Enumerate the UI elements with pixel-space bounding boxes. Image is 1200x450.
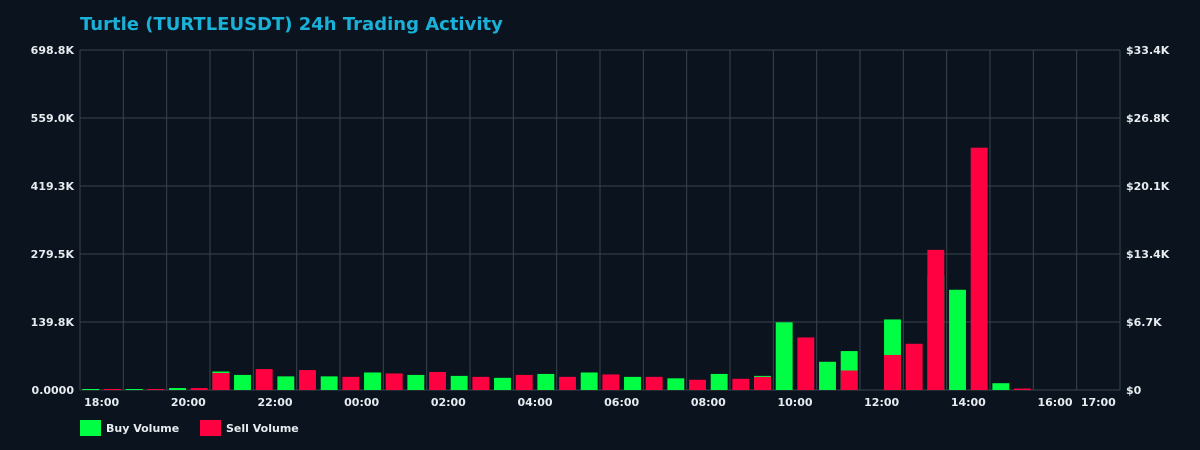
y-left-tick-label: 279.5K bbox=[31, 248, 75, 261]
legend-item-buy[interactable]: Buy Volume bbox=[80, 419, 179, 437]
buy-bar bbox=[580, 372, 598, 390]
sell-bar bbox=[905, 343, 923, 390]
buy-bar bbox=[320, 376, 338, 390]
sell-bar bbox=[927, 249, 945, 390]
sell-bar bbox=[147, 389, 165, 390]
bar-layer bbox=[82, 147, 1031, 390]
y-right-tick-label: $6.7K bbox=[1126, 316, 1162, 329]
x-tick-label: 10:00 bbox=[777, 396, 812, 409]
sell-bar bbox=[970, 147, 988, 390]
sell-bar bbox=[1014, 388, 1031, 390]
y-right-tick-label: $33.4K bbox=[1126, 44, 1170, 57]
sell-bar bbox=[255, 369, 273, 390]
buy-bar bbox=[710, 373, 728, 390]
sell-bar bbox=[342, 376, 360, 390]
y-right-tick-label: $20.1K bbox=[1126, 180, 1170, 193]
sell-bar bbox=[840, 370, 858, 390]
buy-bar bbox=[992, 383, 1010, 390]
y-left-tick-label: 419.3K bbox=[31, 180, 75, 193]
sell-bar bbox=[689, 379, 706, 390]
sell-bar bbox=[104, 389, 121, 390]
buy-bar bbox=[407, 374, 425, 390]
buy-bar bbox=[537, 373, 555, 390]
buy-bar bbox=[82, 389, 100, 390]
sell-bar bbox=[472, 376, 490, 390]
sell-bar bbox=[645, 376, 663, 390]
buy-bar bbox=[775, 322, 793, 390]
y-right-tick-label: $13.4K bbox=[1126, 248, 1170, 261]
buy-bar bbox=[364, 372, 381, 390]
x-tick-label: 08:00 bbox=[691, 396, 726, 409]
legend-swatch-buy bbox=[80, 420, 101, 436]
y-right-tick-label: $0 bbox=[1126, 384, 1142, 397]
x-tick-label: 14:00 bbox=[951, 396, 986, 409]
x-tick-label: 18:00 bbox=[84, 396, 119, 409]
x-tick-label: 20:00 bbox=[171, 396, 206, 409]
y-right-tick-label: $26.8K bbox=[1126, 112, 1170, 125]
buy-bar bbox=[494, 377, 511, 390]
buy-bar bbox=[667, 378, 685, 390]
sell-bar bbox=[385, 373, 403, 390]
sell-bar bbox=[559, 376, 576, 390]
x-tick-label: 00:00 bbox=[344, 396, 379, 409]
buy-bar bbox=[125, 389, 143, 390]
axis-layer: 0.0000 $0 139.8K $6.7K 279.5K $13.4K 419.3K $20… bbox=[31, 44, 1170, 409]
y-left-tick-label: 139.8K bbox=[31, 316, 75, 329]
legend-swatch-sell bbox=[200, 420, 221, 436]
x-tick-label: 12:00 bbox=[864, 396, 899, 409]
x-tick-label: 16:00 bbox=[1037, 396, 1072, 409]
chart-title: Turtle (TURTLEUSDT) 24h Trading Activity bbox=[80, 14, 503, 35]
legend-label-sell: Sell Volume bbox=[226, 421, 299, 435]
x-tick-label: 22:00 bbox=[257, 396, 292, 409]
y-left-tick-label: 559.0K bbox=[31, 112, 75, 125]
sell-bar bbox=[190, 388, 208, 390]
x-tick-label: 02:00 bbox=[431, 396, 466, 409]
buy-bar bbox=[234, 374, 251, 390]
legend-item-sell[interactable]: Sell Volume bbox=[200, 419, 299, 437]
x-tick-label: 17:00 bbox=[1081, 396, 1116, 409]
legend-label-buy: Buy Volume bbox=[106, 421, 180, 435]
sell-bar bbox=[429, 371, 446, 390]
x-tick-label: 06:00 bbox=[604, 396, 639, 409]
sell-bar bbox=[797, 337, 815, 390]
buy-bar bbox=[949, 289, 966, 390]
x-tick-label: 04:00 bbox=[517, 396, 552, 409]
buy-bar bbox=[169, 388, 186, 390]
sell-bar bbox=[754, 376, 771, 390]
buy-bar bbox=[450, 375, 468, 390]
sell-bar bbox=[602, 374, 620, 390]
y-left-tick-label: 0.0000 bbox=[32, 384, 75, 397]
buy-bar bbox=[277, 376, 295, 390]
sell-bar bbox=[884, 354, 901, 390]
grid-layer bbox=[79, 49, 1121, 391]
sell-bar bbox=[732, 378, 750, 390]
buy-bar bbox=[819, 361, 836, 390]
sell-bar bbox=[299, 370, 316, 390]
sell-bar bbox=[515, 374, 533, 390]
sell-bar bbox=[212, 372, 230, 390]
buy-bar bbox=[624, 376, 641, 390]
y-left-tick-label: 698.8K bbox=[31, 44, 75, 57]
